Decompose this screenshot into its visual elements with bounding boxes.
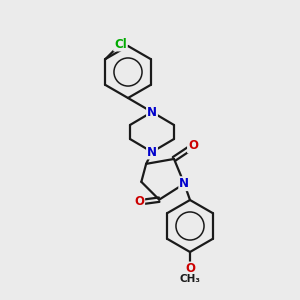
Text: N: N xyxy=(147,146,157,158)
Text: N: N xyxy=(179,177,189,190)
Text: O: O xyxy=(188,140,198,152)
Text: N: N xyxy=(147,106,157,118)
Text: CH₃: CH₃ xyxy=(179,274,200,284)
Text: O: O xyxy=(185,262,195,275)
Text: O: O xyxy=(134,195,144,208)
Text: Cl: Cl xyxy=(114,38,127,50)
